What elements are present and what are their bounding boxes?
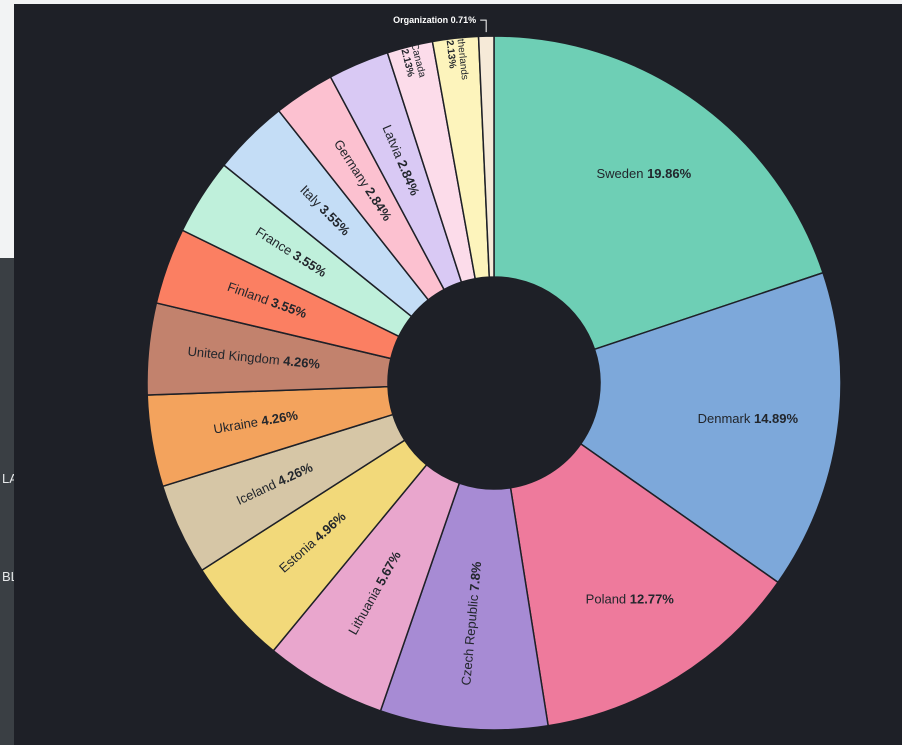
slice-label-poland: Poland 12.77% (586, 592, 675, 607)
donut-hole (388, 277, 600, 489)
chart-panel: Sweden 19.86% Denmark 14.89% Poland 12.77%… (14, 4, 902, 745)
slice-label-netherlands: Netherlands2.13% (442, 26, 470, 82)
slice-label-sweden: Sweden 19.86% (596, 166, 691, 181)
slice-label-organization: Organization 0.71% (393, 15, 476, 25)
slice-label-denmark: Denmark 14.89% (698, 411, 799, 426)
map-label-fragment: BL (2, 569, 18, 584)
donut-chart: Sweden 19.86% Denmark 14.89% Poland 12.77%… (146, 15, 842, 731)
slices-group (146, 35, 842, 731)
leader-line-organization (480, 19, 487, 33)
map-label-fragment: LA (2, 471, 18, 486)
